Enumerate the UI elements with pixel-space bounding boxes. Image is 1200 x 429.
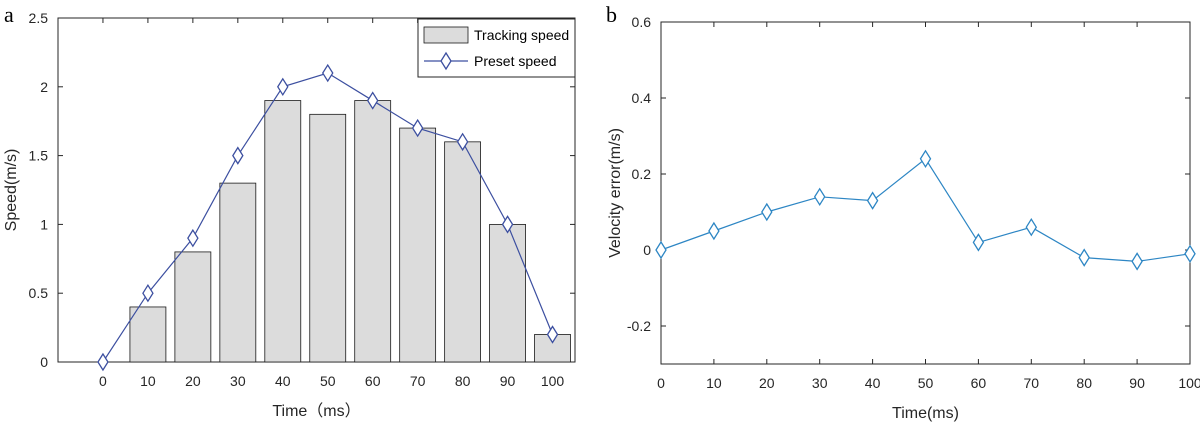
data-point-marker bbox=[321, 63, 334, 83]
y-tick-label: -0.2 bbox=[627, 318, 651, 334]
x-tick-label: 20 bbox=[185, 373, 201, 389]
x-axis-label: Time（ms） bbox=[272, 402, 360, 420]
x-tick-label: 40 bbox=[275, 373, 291, 389]
y-tick-label: 0 bbox=[643, 242, 651, 258]
data-point-marker bbox=[411, 118, 424, 138]
y-tick-label: 2 bbox=[40, 79, 48, 95]
y-tick-label: 0 bbox=[40, 354, 48, 370]
x-tick-label: 40 bbox=[865, 375, 881, 391]
x-tick-label: 50 bbox=[918, 375, 934, 391]
bar bbox=[174, 251, 212, 363]
data-point-marker bbox=[813, 187, 826, 207]
y-axis-label: Velocity error(m/s) bbox=[607, 128, 624, 258]
bar bbox=[129, 306, 167, 363]
data-point-marker bbox=[232, 146, 244, 165]
y-tick-label: 0.6 bbox=[632, 14, 652, 30]
y-tick-label: 0.4 bbox=[632, 90, 652, 106]
x-tick-label: 100 bbox=[541, 373, 565, 389]
plot-area-frame bbox=[660, 21, 1191, 365]
x-tick-label: 0 bbox=[99, 373, 107, 389]
data-point-marker bbox=[277, 77, 289, 97]
x-tick-label: 60 bbox=[365, 373, 381, 389]
y-tick-label: 0.5 bbox=[29, 285, 49, 301]
x-tick-label: 70 bbox=[1024, 375, 1040, 391]
data-point-marker bbox=[501, 215, 514, 234]
bar bbox=[219, 182, 257, 363]
legend-entry: Tracking speed bbox=[474, 27, 569, 43]
y-axis-label: Speed(m/s) bbox=[3, 149, 20, 232]
bar bbox=[264, 100, 302, 363]
x-tick-label: 90 bbox=[1129, 375, 1145, 391]
data-point-marker bbox=[1131, 252, 1143, 271]
data-point-marker bbox=[546, 325, 559, 344]
x-tick-label: 80 bbox=[1076, 375, 1092, 391]
bar bbox=[444, 141, 481, 363]
x-tick-label: 10 bbox=[706, 375, 722, 391]
legend-swatch bbox=[423, 26, 469, 44]
y-tick-label: 1.5 bbox=[29, 148, 49, 164]
data-point-marker bbox=[1025, 217, 1038, 237]
legend-marker bbox=[440, 51, 452, 71]
data-point-marker bbox=[919, 149, 932, 169]
data-point-marker bbox=[1078, 248, 1090, 267]
data-point-marker bbox=[456, 132, 469, 152]
bar bbox=[489, 223, 526, 363]
y-tick-label: 1 bbox=[40, 216, 48, 232]
legend-entry: Preset speed bbox=[474, 53, 557, 69]
series-line bbox=[660, 157, 1191, 263]
data-point-marker bbox=[972, 233, 985, 252]
x-tick-label: 90 bbox=[500, 373, 516, 389]
bar bbox=[354, 100, 392, 363]
x-tick-label: 0 bbox=[657, 375, 665, 391]
x-tick-label: 10 bbox=[140, 373, 156, 389]
x-tick-label: 50 bbox=[320, 373, 336, 389]
data-point-marker bbox=[866, 191, 879, 210]
data-point-marker bbox=[142, 283, 154, 303]
x-tick-label: 100 bbox=[1178, 375, 1200, 391]
x-tick-label: 20 bbox=[759, 375, 775, 391]
data-point-marker bbox=[708, 221, 720, 241]
y-tick-label: 0.2 bbox=[632, 166, 652, 182]
data-point-marker bbox=[187, 228, 199, 248]
x-axis-label: Time(ms) bbox=[892, 405, 959, 422]
x-tick-label: 80 bbox=[455, 373, 471, 389]
bar bbox=[309, 113, 347, 363]
bar bbox=[399, 127, 437, 363]
data-point-marker bbox=[655, 240, 667, 260]
data-point-marker bbox=[1184, 244, 1196, 264]
x-tick-label: 30 bbox=[230, 373, 246, 389]
x-tick-label: 70 bbox=[410, 373, 426, 389]
panel-label: b bbox=[606, 2, 617, 27]
data-point-marker bbox=[761, 202, 773, 222]
y-tick-label: 2.5 bbox=[29, 10, 49, 26]
panel-label: a bbox=[4, 2, 14, 27]
x-tick-label: 60 bbox=[971, 375, 987, 391]
x-tick-label: 30 bbox=[812, 375, 828, 391]
data-point-marker bbox=[97, 352, 109, 372]
data-point-marker bbox=[366, 91, 379, 110]
